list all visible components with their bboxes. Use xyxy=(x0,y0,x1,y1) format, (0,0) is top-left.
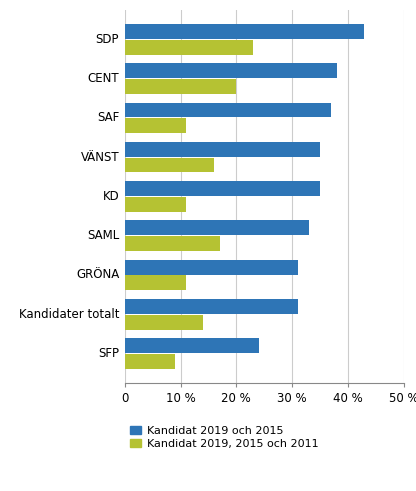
Bar xyxy=(125,103,331,117)
Bar xyxy=(125,158,214,172)
Legend: Kandidat 2019 och 2015, Kandidat 2019, 2015 och 2011: Kandidat 2019 och 2015, Kandidat 2019, 2… xyxy=(130,426,319,449)
Bar xyxy=(125,236,220,251)
Bar xyxy=(125,181,320,196)
Bar xyxy=(125,24,364,39)
Bar xyxy=(125,79,236,94)
Bar xyxy=(125,275,186,290)
Bar xyxy=(125,338,259,353)
Bar xyxy=(125,142,320,157)
Bar xyxy=(125,118,186,133)
Bar xyxy=(125,299,297,314)
Bar xyxy=(125,315,203,329)
Bar xyxy=(125,40,253,55)
Bar xyxy=(125,354,175,369)
Bar xyxy=(125,63,337,78)
Bar xyxy=(125,197,186,212)
Bar xyxy=(125,260,297,274)
Bar xyxy=(125,220,309,235)
